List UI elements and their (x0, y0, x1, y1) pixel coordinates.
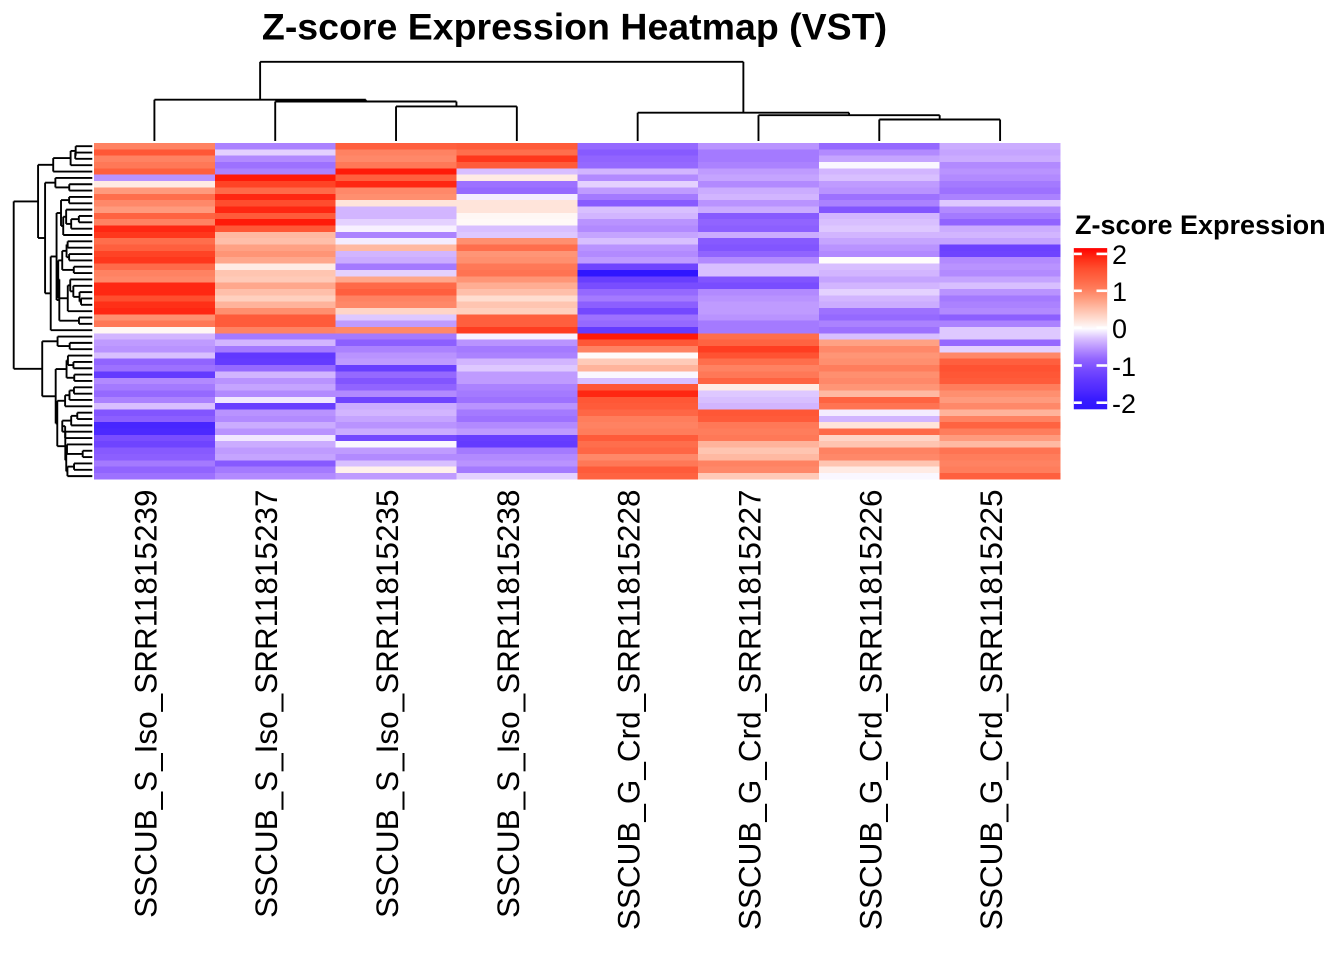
svg-text:SSCUB_G_Crd_SRR11815228: SSCUB_G_Crd_SRR11815228 (611, 489, 647, 930)
svg-text:SSCUB_G_Crd_SRR11815226: SSCUB_G_Crd_SRR11815226 (852, 490, 888, 931)
svg-text:Z-score Expression Heatmap (VS: Z-score Expression Heatmap (VST) (262, 6, 887, 48)
svg-text:2: 2 (1112, 240, 1127, 270)
svg-text:SSCUB_S_Iso_SRR11815238: SSCUB_S_Iso_SRR11815238 (490, 490, 526, 918)
svg-text:0: 0 (1112, 314, 1127, 344)
svg-text:Z-score Expression: Z-score Expression (1075, 210, 1326, 240)
svg-text:1: 1 (1112, 277, 1127, 307)
svg-text:SSCUB_G_Crd_SRR11815225: SSCUB_G_Crd_SRR11815225 (973, 490, 1009, 931)
svg-text:-2: -2 (1112, 389, 1136, 419)
svg-text:SSCUB_G_Crd_SRR11815227: SSCUB_G_Crd_SRR11815227 (732, 490, 768, 931)
svg-text:SSCUB_S_Iso_SRR11815239: SSCUB_S_Iso_SRR11815239 (127, 490, 163, 918)
svg-text:SSCUB_S_Iso_SRR11815237: SSCUB_S_Iso_SRR11815237 (248, 490, 284, 918)
svg-text:SSCUB_S_Iso_SRR11815235: SSCUB_S_Iso_SRR11815235 (369, 490, 405, 918)
svg-text:-1: -1 (1112, 352, 1136, 382)
